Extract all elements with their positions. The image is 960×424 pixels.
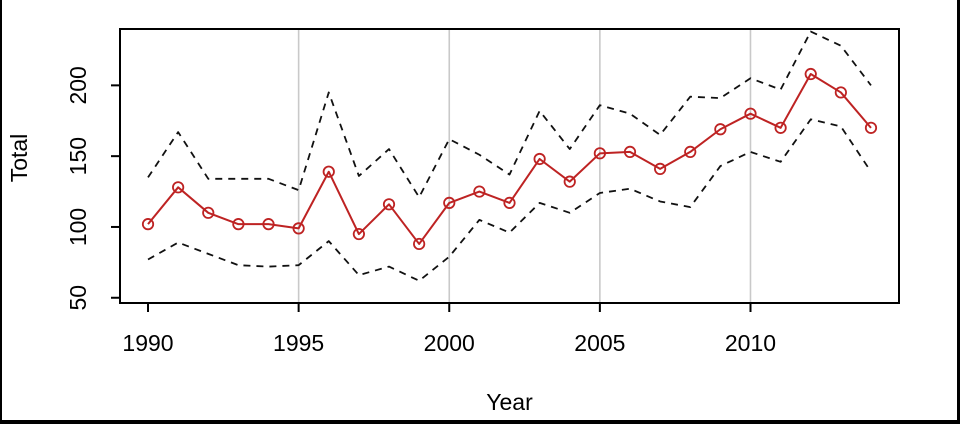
data-point-marker [262,218,275,231]
data-point-marker [804,67,817,81]
estimate-line [147,73,872,245]
y-tick-label: 50 [65,285,91,311]
plot-border [119,28,900,304]
data-point-marker [292,222,305,235]
x-axis-title: Year [486,389,533,415]
x-tick-label: 1990 [122,330,173,356]
x-tick-label: 2000 [424,330,475,356]
data-point-marker [834,86,847,99]
data-point-marker [413,237,426,251]
data-point-marker [473,185,486,198]
data-point-marker [443,196,456,209]
data-point-marker [352,227,365,241]
data-point-marker [864,121,878,134]
data-point-marker [232,218,245,231]
y-tick-label: 100 [65,208,91,246]
data-point-marker [563,175,576,188]
x-tick-label: 2010 [725,330,776,356]
data-point-marker [593,147,606,160]
x-tick-label: 2005 [574,330,625,356]
data-point-marker [533,152,546,166]
y-axis-title: Total [6,134,32,183]
data-point-marker [623,145,637,159]
data-point-marker [202,206,215,219]
lower-ci-line [147,118,872,282]
data-point-marker [744,107,757,120]
data-point-marker [172,181,185,194]
data-point-marker [714,123,727,136]
y-tick-label: 200 [65,66,91,104]
data-point-marker [774,121,787,134]
data-point-marker [141,218,155,231]
data-point-marker [503,196,516,209]
data-point-marker [654,162,667,176]
upper-ci-line [147,30,872,199]
x-tick-label: 1995 [273,330,324,356]
data-point-marker [684,145,697,159]
y-tick-label: 150 [65,137,91,175]
data-point-marker [322,165,335,178]
data-point-marker [382,198,396,211]
